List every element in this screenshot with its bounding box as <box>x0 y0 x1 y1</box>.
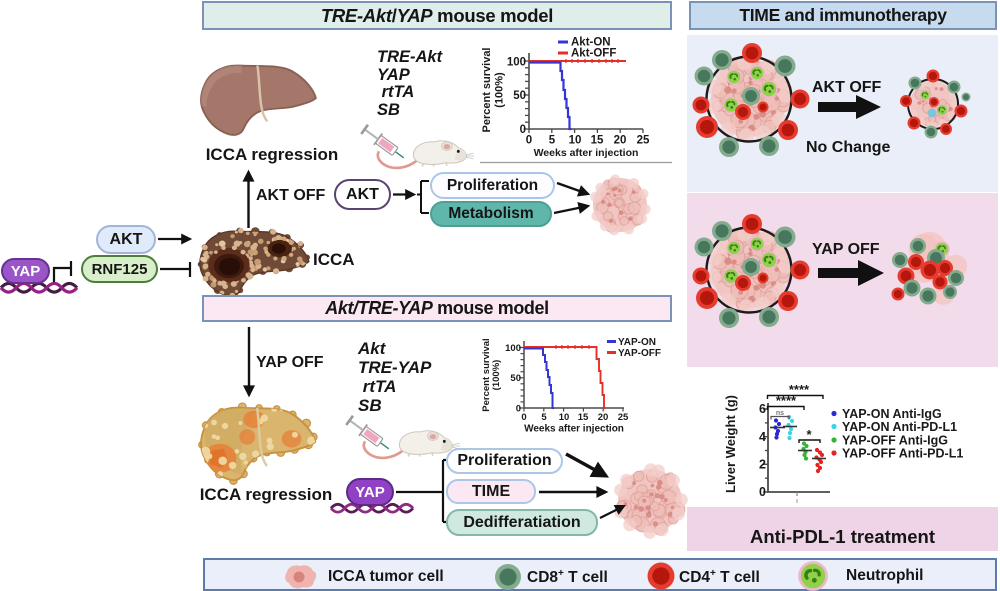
svg-text:50: 50 <box>510 373 521 384</box>
svg-text:*: * <box>806 427 812 442</box>
svg-text:0: 0 <box>526 135 532 147</box>
svg-text:5: 5 <box>541 412 547 423</box>
svg-text:Akt-ON: Akt-ON <box>571 37 611 49</box>
svg-text:****: **** <box>789 382 810 397</box>
svg-text:ns: ns <box>776 410 784 417</box>
svg-text:0: 0 <box>521 412 526 423</box>
svg-text:15: 15 <box>578 412 589 423</box>
svg-text:4: 4 <box>759 430 766 444</box>
svg-text:5: 5 <box>549 135 556 147</box>
svg-text:2: 2 <box>759 458 766 472</box>
svg-text:****: **** <box>776 393 797 408</box>
svg-text:YAP-OFF: YAP-OFF <box>618 348 661 359</box>
svg-text:20: 20 <box>598 412 609 423</box>
svg-text:Liver Weight (g): Liver Weight (g) <box>723 395 738 493</box>
svg-text:Weeks after injection: Weeks after injection <box>534 147 639 159</box>
svg-text:YAP-ON: YAP-ON <box>618 337 656 348</box>
svg-text:YAP-ON Anti-IgG: YAP-ON Anti-IgG <box>842 407 942 421</box>
svg-text:0: 0 <box>759 485 766 499</box>
svg-text:Percent survival: Percent survival <box>481 338 492 411</box>
svg-text:25: 25 <box>637 135 650 147</box>
svg-text:6: 6 <box>759 402 766 416</box>
svg-text:10: 10 <box>559 412 570 423</box>
svg-text:0: 0 <box>520 124 526 136</box>
svg-text:(100%): (100%) <box>494 72 506 108</box>
svg-text:50: 50 <box>513 90 526 102</box>
svg-text:YAP-OFF Anti-PD-L1: YAP-OFF Anti-PD-L1 <box>842 447 963 461</box>
svg-text:Weeks after injection: Weeks after injection <box>524 424 624 435</box>
svg-text:YAP-ON Anti-PD-L1: YAP-ON Anti-PD-L1 <box>842 420 957 434</box>
svg-text:Akt-OFF: Akt-OFF <box>571 48 616 60</box>
svg-text:Percent survival: Percent survival <box>481 48 493 133</box>
svg-text:YAP-OFF Anti-IgG: YAP-OFF Anti-IgG <box>842 434 948 448</box>
svg-text:100: 100 <box>507 57 526 69</box>
svg-text:20: 20 <box>614 135 627 147</box>
svg-text:10: 10 <box>569 135 582 147</box>
svg-text:100: 100 <box>505 343 521 354</box>
svg-text:(100%): (100%) <box>491 360 502 391</box>
svg-text:25: 25 <box>618 412 629 423</box>
svg-text:0: 0 <box>516 404 521 415</box>
svg-text:15: 15 <box>591 135 604 147</box>
